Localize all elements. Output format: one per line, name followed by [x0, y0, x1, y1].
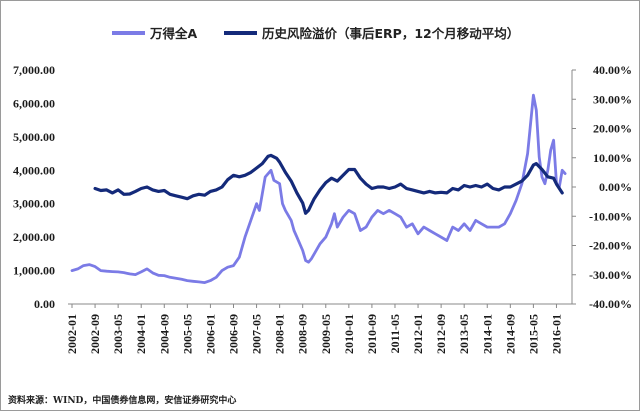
left-tick-label: 3,000.00	[13, 197, 55, 211]
x-tick-label: 2003-05	[111, 314, 125, 354]
left-axis-ticks: 0.00 1,000.00 2,000.00 3,000.00 4,000.00 5,00…	[13, 63, 55, 311]
x-tick-label: 2005-05	[180, 314, 194, 354]
left-tick-label: 0.00	[34, 297, 55, 311]
x-tick-label: 2010-01	[342, 314, 356, 354]
right-tick-label: -10.00%	[589, 209, 632, 223]
right-tick-label: 40.00%	[593, 63, 632, 77]
x-tick-label: 2013-05	[457, 314, 471, 354]
x-tick-label: 2009-05	[319, 314, 333, 354]
right-tick-label: 0.00%	[599, 180, 632, 194]
x-tick-label: 2014-01	[480, 314, 494, 354]
x-tick-label: 2008-01	[273, 314, 287, 354]
left-tick-label: 6,000.00	[13, 96, 55, 110]
right-tick-label: -30.00%	[589, 268, 632, 282]
right-tick-label: 20.00%	[593, 122, 632, 136]
x-tick-label: 2010-09	[365, 314, 379, 354]
left-tick-label: 1,000.00	[13, 264, 55, 278]
x-axis-ticks: 2002-01 2002-09 2003-05 2004-01 2004-09 2005-…	[65, 304, 563, 354]
x-tick-label: 2014-09	[503, 314, 517, 354]
x-tick-label: 2004-09	[157, 314, 171, 354]
right-tick-label: 30.00%	[593, 92, 632, 106]
x-tick-label: 2016-01	[549, 314, 563, 354]
series-line-wind-a	[70, 93, 567, 284]
x-tick-label: 2002-09	[88, 314, 102, 354]
x-tick-label: 2008-09	[296, 314, 310, 354]
left-tick-label: 5,000.00	[13, 130, 55, 144]
x-tick-label: 2004-01	[134, 314, 148, 354]
legend: 万得全A 历史风险溢价（事后ERP，12个月移动平均）	[112, 26, 519, 41]
left-tick-label: 7,000.00	[13, 63, 55, 77]
series-layer	[70, 93, 567, 284]
x-tick-label: 2002-01	[65, 314, 79, 354]
right-tick-label: -20.00%	[589, 239, 632, 253]
source-note: 资料来源：WIND，中国债券信息网，安信证券研究中心	[8, 394, 236, 406]
x-tick-label: 2011-05	[388, 314, 402, 353]
x-tick-label: 2012-01	[411, 314, 425, 354]
x-tick-label: 2015-05	[526, 314, 540, 354]
right-tick-label: 10.00%	[593, 151, 632, 165]
x-tick-label: 2007-05	[250, 314, 264, 354]
x-tick-label: 2006-09	[226, 314, 240, 354]
right-tick-label: -40.00%	[589, 297, 632, 311]
left-tick-label: 4,000.00	[13, 163, 55, 177]
legend-label-wind-a: 万得全A	[149, 26, 198, 41]
left-tick-label: 2,000.00	[13, 230, 55, 244]
x-tick-label: 2012-09	[434, 314, 448, 354]
x-tick-label: 2006-01	[203, 314, 217, 354]
series-line-erp	[93, 153, 564, 215]
right-axis-ticks: -40.00% -30.00% -20.00% -10.00% 0.00% 10.00% 2…	[572, 63, 632, 311]
legend-label-erp: 历史风险溢价（事后ERP，12个月移动平均）	[262, 26, 519, 41]
